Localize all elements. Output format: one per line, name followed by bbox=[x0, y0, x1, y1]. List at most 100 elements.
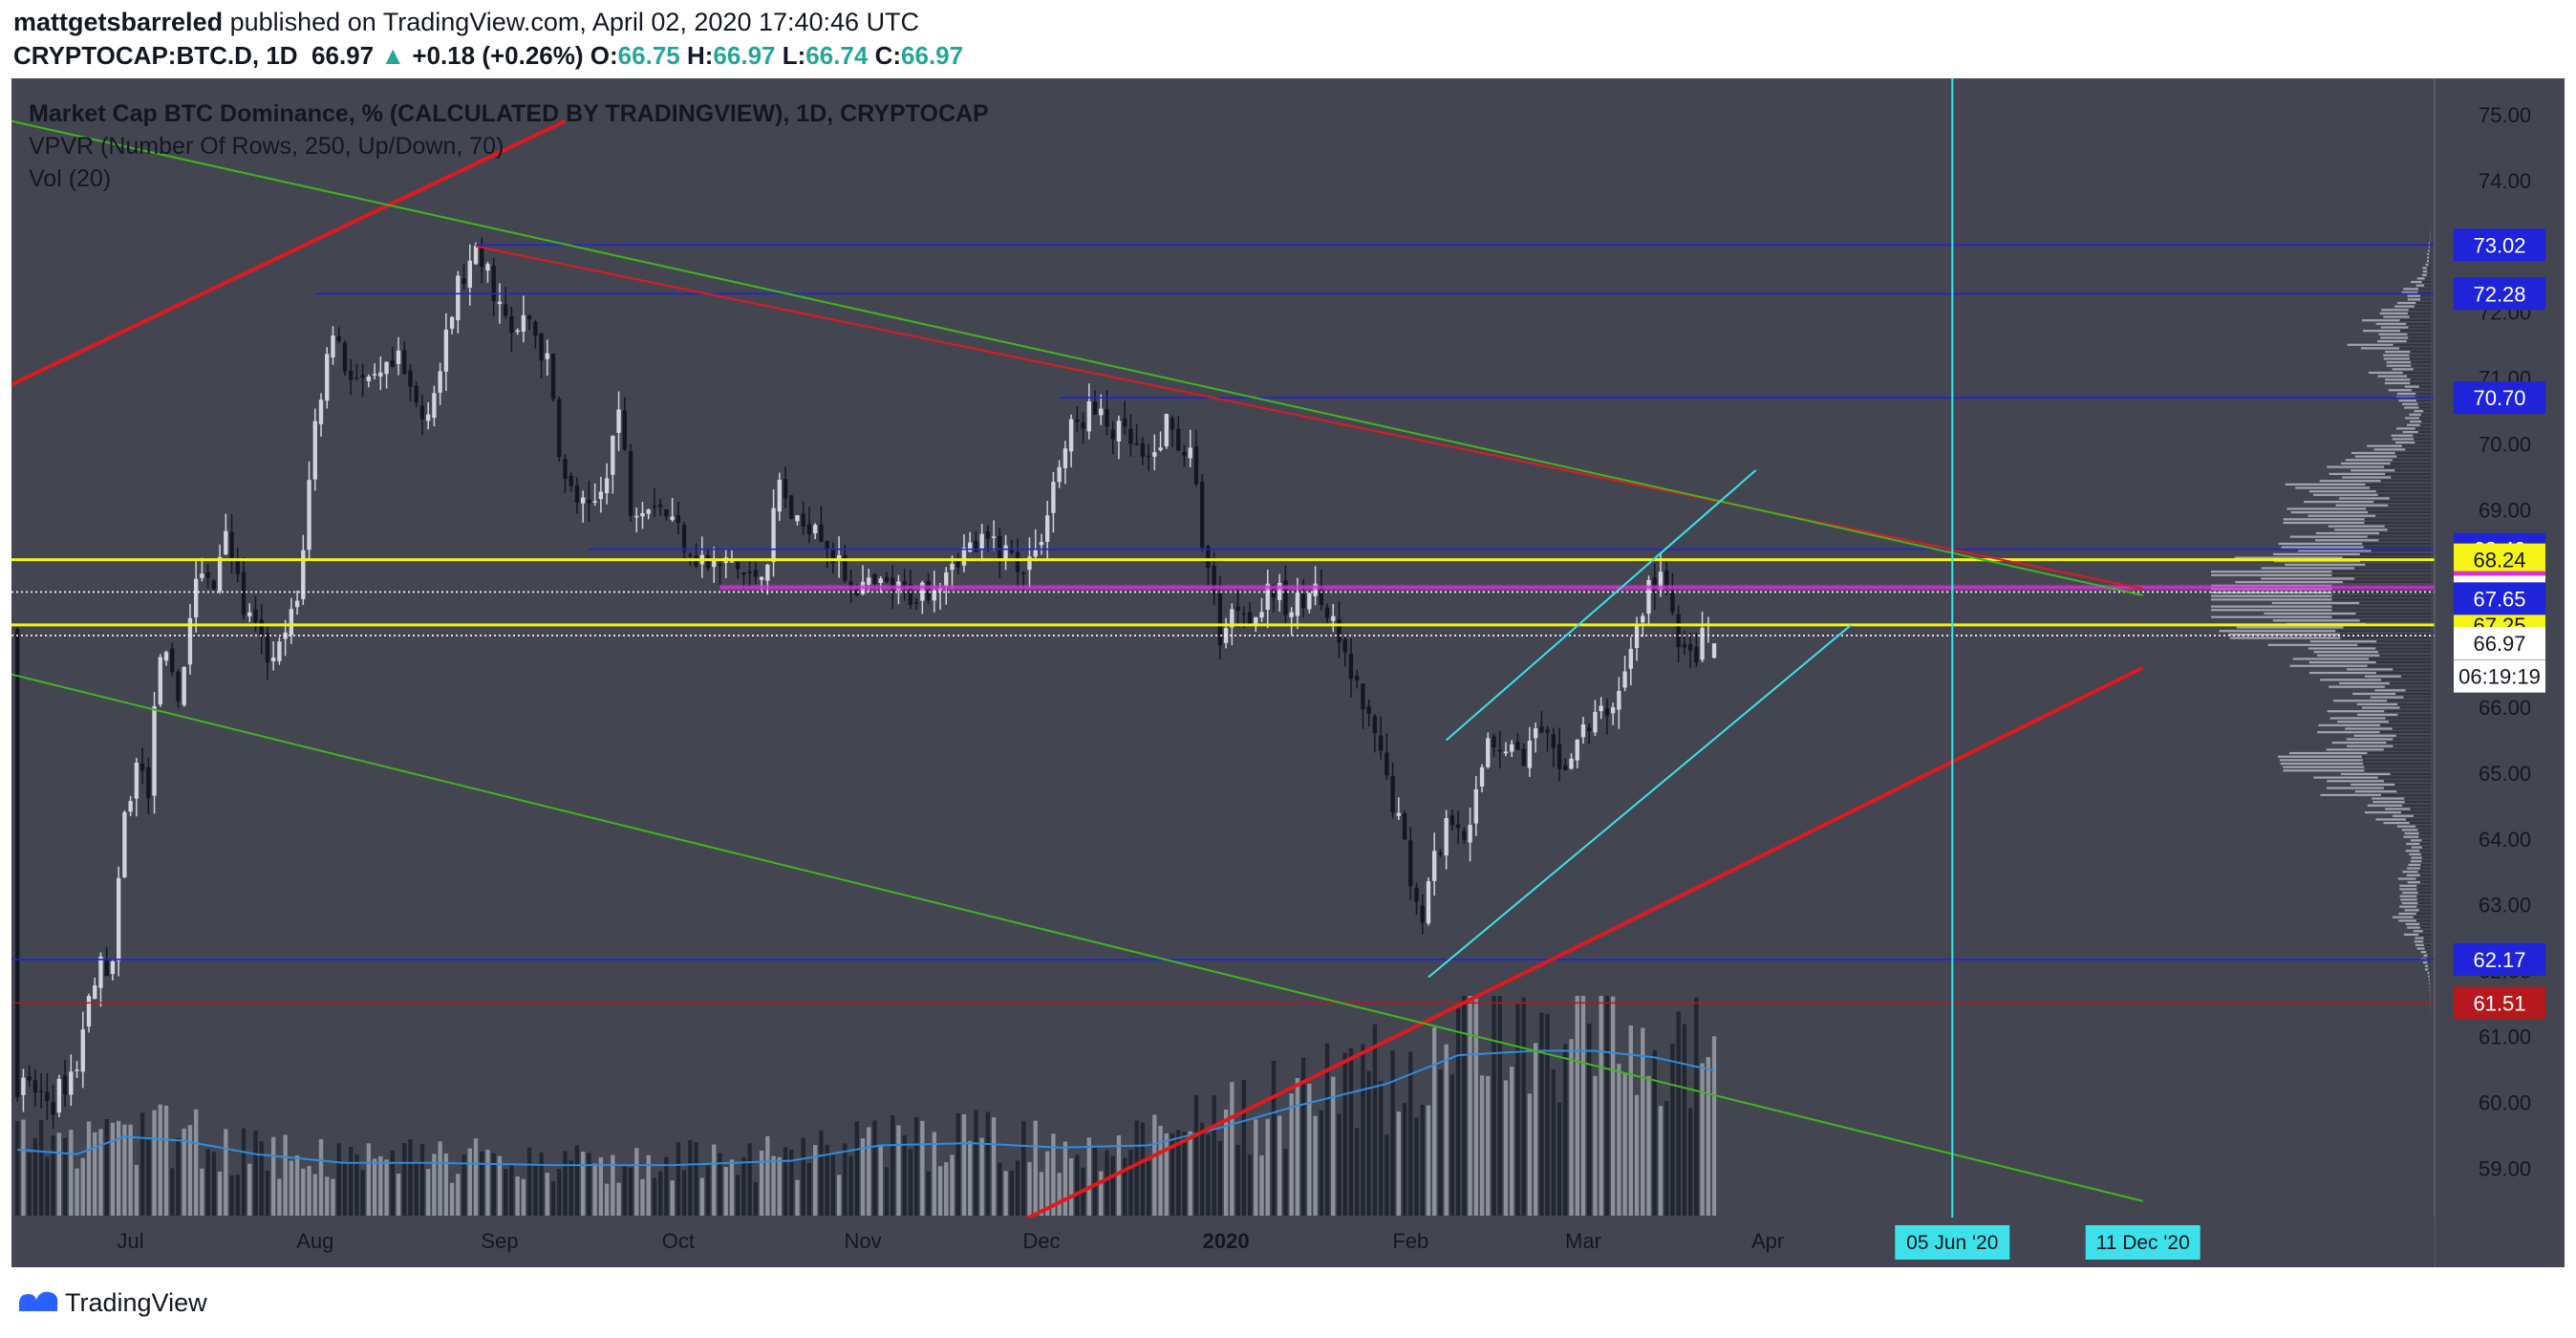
vpvr-row bbox=[2211, 605, 2431, 608]
volume-bar bbox=[1324, 1043, 1330, 1216]
vpvr-row bbox=[2410, 421, 2431, 423]
vpvr-row bbox=[2429, 982, 2431, 985]
volume-bar bbox=[75, 1168, 79, 1216]
vpvr-row-down bbox=[2407, 375, 2431, 378]
vpvr-row-down bbox=[2401, 444, 2431, 447]
candle-body bbox=[1628, 648, 1634, 669]
vpvr-row-down bbox=[2426, 951, 2431, 954]
volume-bar bbox=[1521, 997, 1526, 1216]
vpvr-row-down bbox=[2331, 609, 2431, 612]
vpvr-row bbox=[2347, 745, 2431, 747]
vpvr-row-down bbox=[2429, 256, 2431, 259]
volume-bar bbox=[325, 1176, 330, 1216]
candle-body bbox=[456, 275, 461, 321]
candle-body bbox=[1510, 744, 1514, 752]
candle-body bbox=[211, 580, 217, 590]
publish-info: mattgetsbarreled published on TradingVie… bbox=[13, 8, 919, 37]
vpvr-row bbox=[2211, 573, 2431, 576]
volume-bar bbox=[718, 1153, 722, 1216]
vpvr-row bbox=[2267, 643, 2431, 646]
vpvr-row bbox=[2404, 831, 2431, 835]
candle-body bbox=[1587, 727, 1592, 732]
vpvr-row-down bbox=[2399, 319, 2431, 322]
vpvr-row bbox=[2385, 808, 2431, 810]
vpvr-row-down bbox=[2430, 242, 2431, 245]
volume-bar bbox=[312, 1174, 317, 1216]
vpvr-row-down bbox=[2397, 702, 2431, 706]
candle-body bbox=[950, 563, 955, 571]
vpvr-row-down bbox=[2409, 354, 2431, 356]
candle-body bbox=[1110, 429, 1115, 440]
price-chart[interactable]: 59.0060.0061.0062.0063.0064.0065.0066.00… bbox=[11, 78, 2565, 1267]
volume-bar bbox=[1289, 1093, 1294, 1216]
volume-bar bbox=[1241, 1080, 1246, 1216]
vpvr-row bbox=[2416, 947, 2431, 950]
candle-body bbox=[45, 1091, 50, 1101]
candle-body bbox=[425, 414, 431, 421]
vpvr-row bbox=[2271, 601, 2431, 605]
volume-bar bbox=[128, 1124, 133, 1216]
vpvr-row bbox=[2407, 298, 2431, 301]
vpvr-row bbox=[2264, 612, 2431, 615]
candle-body bbox=[378, 372, 383, 378]
candle-body bbox=[354, 377, 359, 379]
candle-body bbox=[670, 516, 675, 521]
vpvr-row bbox=[2313, 493, 2431, 496]
candle-body bbox=[705, 555, 711, 569]
candle-body bbox=[557, 399, 562, 458]
volume-bar bbox=[1408, 1051, 1413, 1216]
volume-bar bbox=[902, 1135, 907, 1216]
vpvr-row-down bbox=[2400, 811, 2431, 814]
volume-bar bbox=[1342, 1052, 1347, 1216]
candle-body bbox=[1569, 758, 1574, 769]
tradingview-logo-icon[interactable] bbox=[11, 1286, 61, 1315]
candle-body bbox=[1556, 744, 1562, 769]
volume-bar bbox=[432, 1154, 437, 1216]
volume-bar bbox=[878, 1145, 883, 1216]
up-triangle-icon: ▲ bbox=[380, 41, 406, 70]
tradingview-brand[interactable]: TradingView bbox=[65, 1288, 207, 1317]
candle-body bbox=[1521, 748, 1526, 766]
candle-body bbox=[270, 657, 276, 661]
vpvr-row-down bbox=[2389, 497, 2431, 500]
vpvr-row-down bbox=[2365, 483, 2431, 486]
vpvr-row bbox=[2423, 954, 2431, 957]
vpvr-row bbox=[2211, 615, 2431, 618]
volume-bar bbox=[1444, 1044, 1449, 1216]
candle-body bbox=[789, 495, 794, 519]
volume-bar bbox=[1687, 1108, 1693, 1216]
volume-bar bbox=[62, 1137, 68, 1216]
volume-bar bbox=[1057, 1173, 1062, 1216]
volume-bar bbox=[771, 1155, 776, 1216]
legend-main-series[interactable]: Market Cap BTC Dominance, % (CALCULATED … bbox=[29, 100, 989, 127]
vpvr-row-down bbox=[2415, 427, 2431, 430]
vpvr-row-down bbox=[2430, 985, 2431, 988]
vpvr-row-down bbox=[2397, 713, 2431, 716]
volume-bar bbox=[253, 1131, 258, 1216]
vpvr-row-down bbox=[2417, 892, 2431, 895]
volume-bar bbox=[884, 1167, 890, 1216]
vpvr-row bbox=[2386, 364, 2431, 367]
candle-body bbox=[414, 385, 419, 402]
volume-bar bbox=[140, 1112, 145, 1216]
chart-area[interactable]: 59.0060.0061.0062.0063.0064.0065.0066.00… bbox=[11, 78, 2565, 1267]
vpvr-row-down bbox=[2375, 671, 2431, 675]
vpvr-row bbox=[2408, 863, 2431, 867]
vpvr-row-down bbox=[2408, 312, 2431, 315]
volume-bar bbox=[521, 1178, 526, 1216]
candle-body bbox=[1617, 690, 1621, 710]
volume-bar bbox=[1468, 996, 1472, 1216]
volume-bar bbox=[676, 1142, 681, 1216]
volume-bar bbox=[937, 1166, 943, 1216]
author-name[interactable]: mattgetsbarreled bbox=[13, 8, 224, 36]
symbol-label[interactable]: CRYPTOCAP:BTC.D, 1D bbox=[13, 41, 298, 70]
vpvr-row bbox=[2386, 360, 2431, 364]
legend-vpvr[interactable]: VPVR (Number Of Rows, 250, Up/Down, 70) bbox=[29, 133, 504, 160]
time-tick-label: Dec bbox=[1022, 1229, 1060, 1253]
volume-bar bbox=[526, 1147, 532, 1216]
vpvr-row bbox=[2402, 430, 2431, 434]
volume-bar bbox=[550, 1181, 556, 1216]
volume-bar bbox=[1486, 1075, 1491, 1216]
legend-volume[interactable]: Vol (20) bbox=[29, 165, 112, 192]
vpvr-row-down bbox=[2416, 884, 2431, 887]
